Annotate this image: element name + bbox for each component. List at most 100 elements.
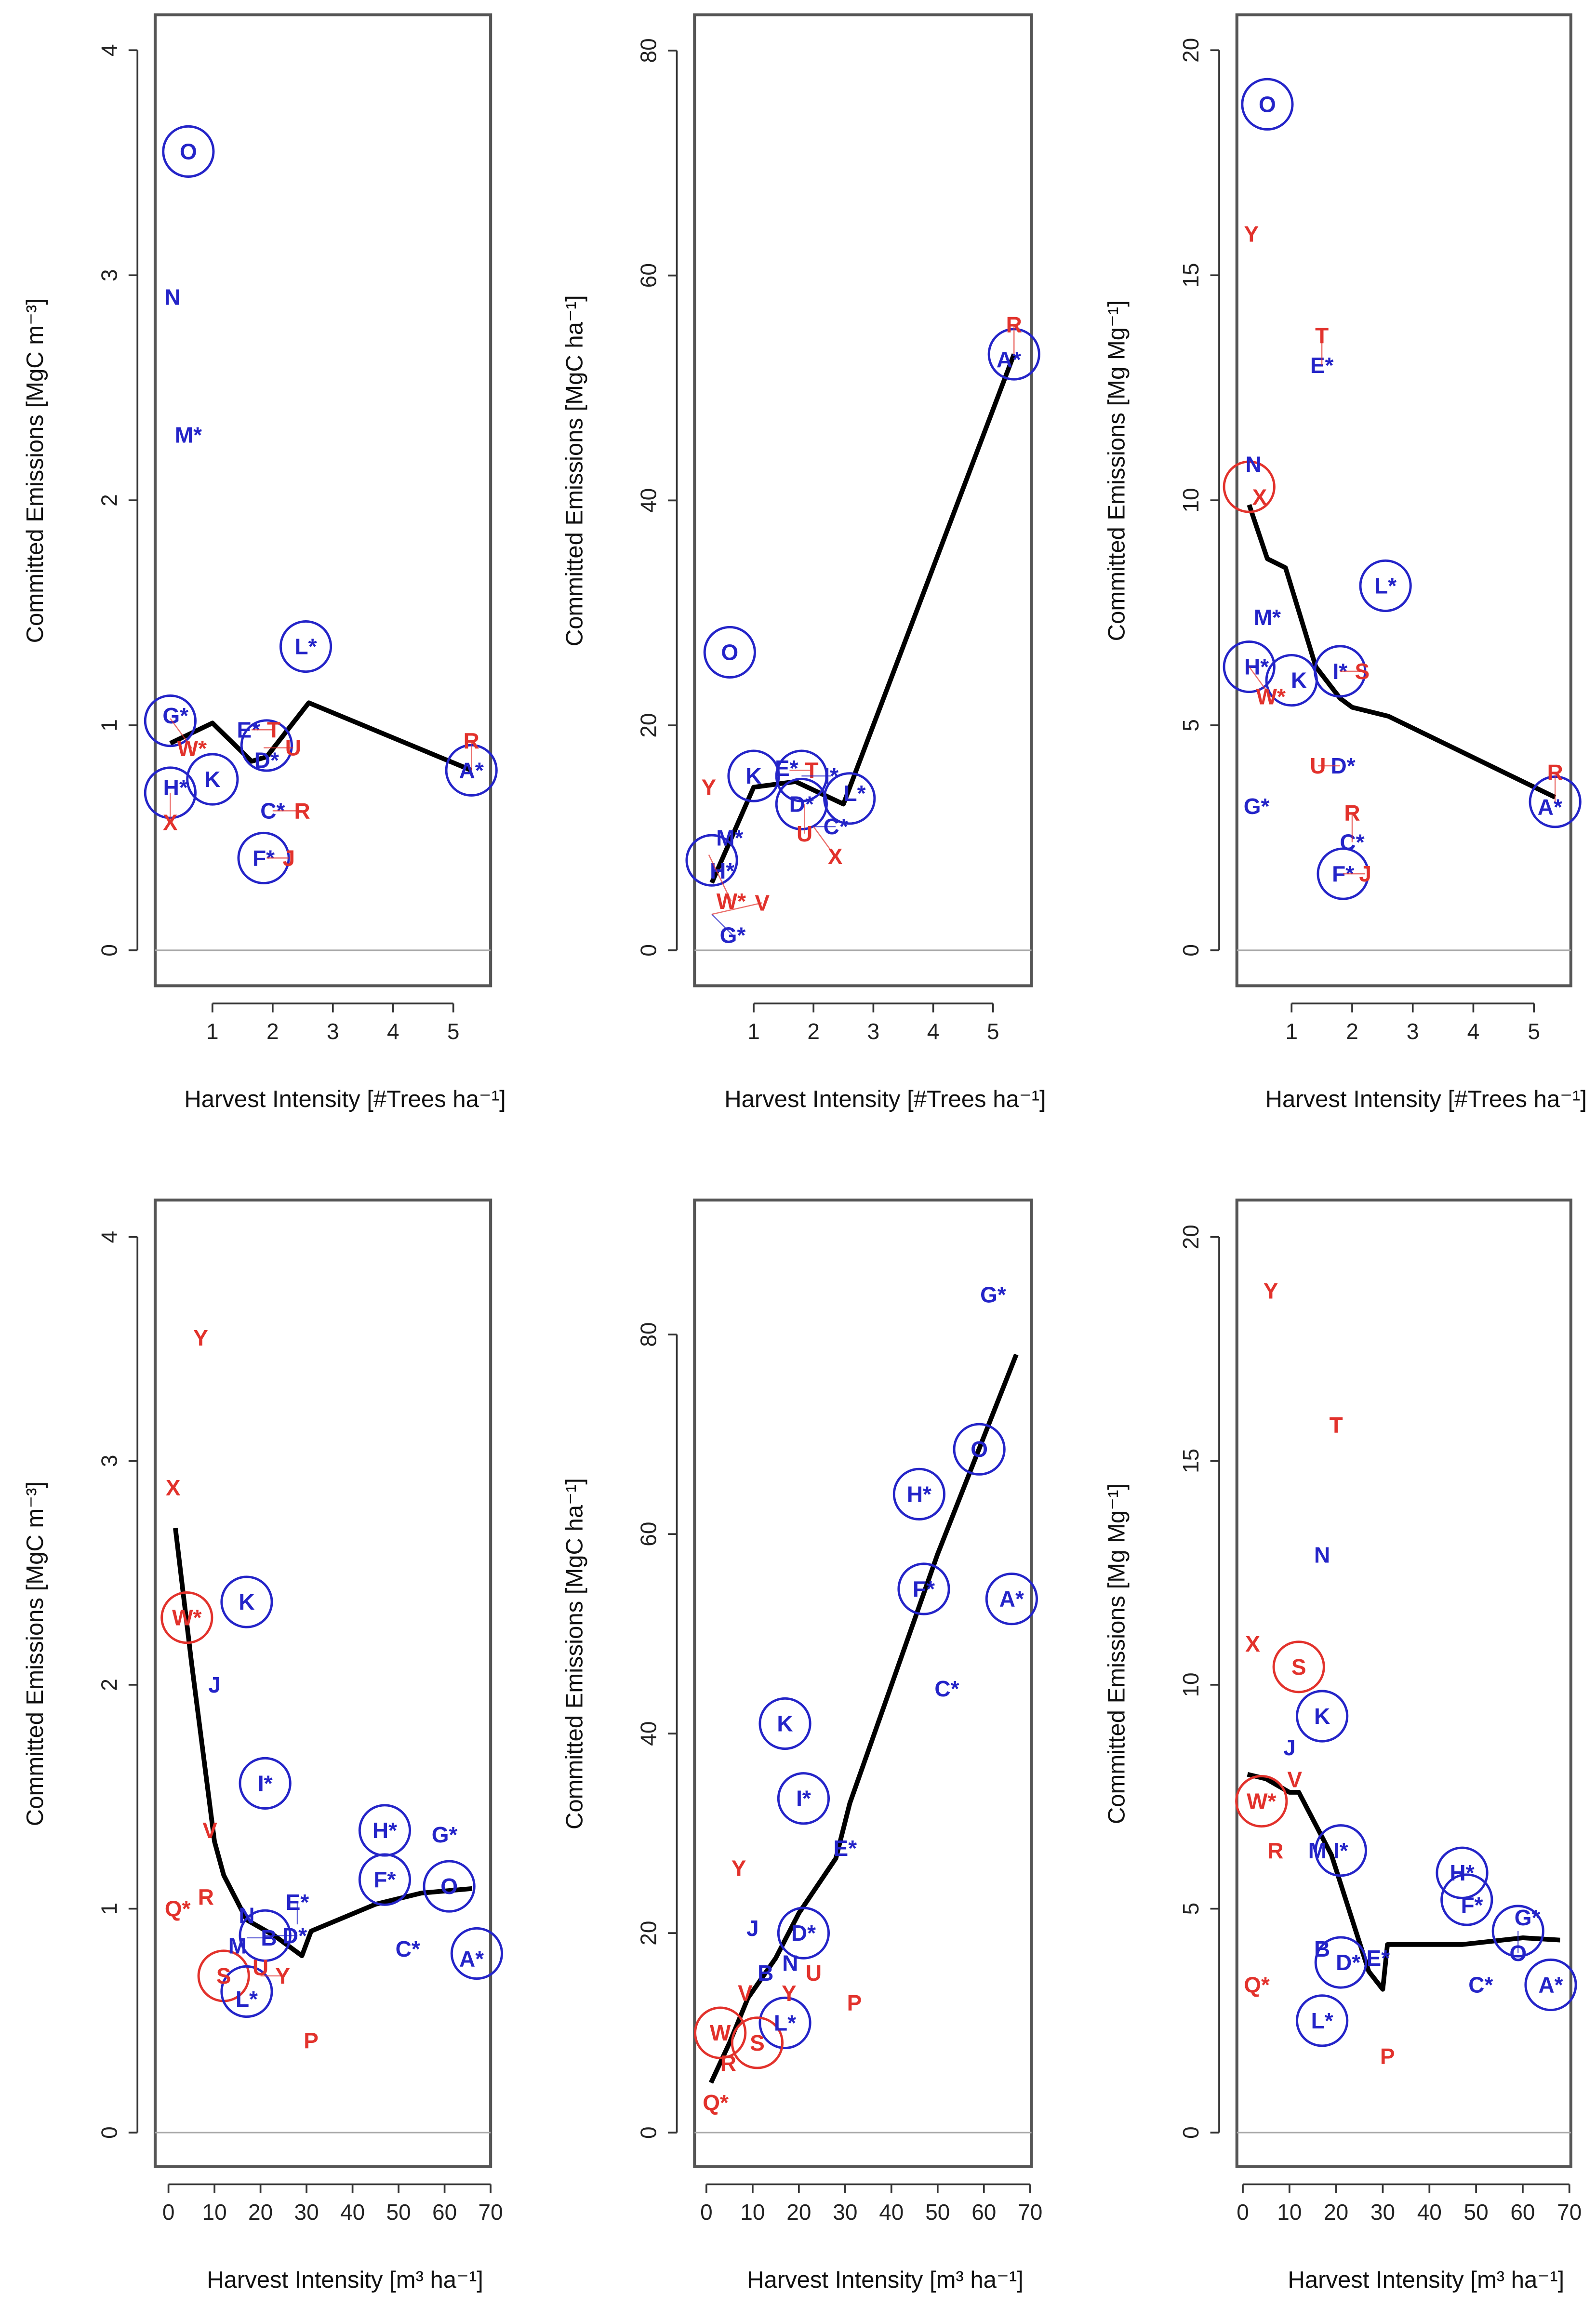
- y-tick-label: 4: [96, 1231, 121, 1243]
- data-point-label: A*: [997, 347, 1021, 372]
- point-circle-marker: [144, 694, 197, 747]
- x-tick-label: 30: [833, 2200, 857, 2225]
- data-point-label: P: [847, 1990, 862, 2015]
- x-tick-label: 20: [248, 2200, 273, 2225]
- point-circle-marker: [1491, 1905, 1544, 1958]
- data-point-label: D*: [254, 748, 279, 773]
- trend-line: [709, 353, 1016, 884]
- y-tick-label: 2: [96, 494, 121, 507]
- data-point-label: E*: [286, 1890, 309, 1915]
- data-point-label: Y: [1244, 222, 1259, 247]
- y-axis-label: Committed Emissions [MgC m⁻³]: [22, 298, 48, 643]
- data-point-label: C*: [396, 1936, 420, 1961]
- x-tick-label: 1: [747, 1019, 760, 1044]
- data-point-label: J: [208, 1672, 221, 1697]
- label-leader-line: [711, 902, 762, 915]
- y-tick-label: 1: [96, 1903, 121, 1915]
- data-point-label: F*: [373, 1867, 396, 1892]
- point-circle-marker: [1314, 1824, 1367, 1877]
- x-tick-label: 4: [927, 1019, 940, 1044]
- point-circle-marker: [731, 2016, 784, 2069]
- x-tick-label: 10: [740, 2200, 765, 2225]
- x-axis-label: Harvest Intensity [m³ ha⁻¹]: [207, 2267, 483, 2293]
- label-leader-line: [813, 826, 836, 857]
- point-circle-marker: [823, 772, 876, 825]
- data-point-label: M*: [1254, 605, 1281, 630]
- data-point-label: G*: [432, 1822, 458, 1847]
- data-point-label: R: [1267, 1838, 1283, 1863]
- y-tick-label: 60: [636, 263, 661, 288]
- point-circle-marker: [777, 1772, 830, 1825]
- data-point-label: L*: [844, 781, 866, 806]
- point-circle-marker: [1359, 559, 1412, 613]
- data-point-label: X: [163, 810, 178, 835]
- point-circle-marker: [727, 749, 780, 802]
- x-tick-label: 2: [266, 1019, 279, 1044]
- point-circle-marker: [220, 1965, 273, 2018]
- data-point-label: R: [294, 798, 310, 823]
- x-tick-label: 20: [786, 2200, 811, 2225]
- point-circle-marker: [1223, 460, 1276, 513]
- data-point-label: R: [198, 1884, 214, 1909]
- point-circle-marker: [777, 1907, 830, 1960]
- data-point-label: A*: [459, 1946, 484, 1971]
- data-point-label: O: [1509, 1941, 1527, 1966]
- point-circle-marker: [1440, 1873, 1493, 1926]
- data-point-label: O: [180, 139, 197, 164]
- data-point-label: G*: [980, 1282, 1006, 1307]
- data-point-label: L*: [1311, 2008, 1333, 2033]
- data-point-label: S: [750, 2030, 765, 2055]
- x-tick-label: 1: [206, 1019, 219, 1044]
- plot-frame: [153, 1199, 492, 2168]
- panel-2: 0 20 40 60 80 1 2 3 4 5 Harvest Intensity [#Trees …: [561, 13, 1046, 1112]
- x-tick-label: 40: [879, 2200, 904, 2225]
- point-circle-marker: [1241, 78, 1294, 131]
- data-point-label: C*: [934, 1676, 959, 1701]
- point-circle-marker: [1235, 1774, 1288, 1828]
- data-point-label: R: [720, 2051, 736, 2076]
- data-point-label: E*: [775, 756, 798, 781]
- y-tick-label: 20: [636, 713, 661, 738]
- point-circle-marker: [162, 125, 215, 178]
- data-point-label: O: [971, 1437, 988, 1462]
- trend-line: [173, 1528, 473, 1959]
- data-point-label: W*: [172, 1605, 201, 1630]
- plot-frame: [693, 13, 1033, 987]
- point-circle-marker: [897, 1562, 950, 1615]
- point-circle-marker: [775, 777, 828, 831]
- data-point-label: L*: [236, 1987, 258, 2012]
- point-circle-marker: [1223, 640, 1276, 693]
- data-point-label: Q*: [165, 1896, 191, 1921]
- data-point-label: U: [1310, 753, 1326, 778]
- panel-5: 0 20 40 60 80 0 10 20 30 40 50 60 70 Harvest Intensit…: [561, 1199, 1042, 2293]
- point-circle-marker: [450, 1927, 504, 1980]
- data-point-label: G*: [1515, 1905, 1541, 1930]
- y-tick-label: 80: [636, 1322, 661, 1347]
- point-circle-marker: [279, 620, 332, 673]
- panel-3: 0 5 10 15 20 1 2 3 4 5 Harvest Intensity [#Trees h…: [1104, 13, 1587, 1112]
- data-point-label: C*: [824, 814, 848, 839]
- data-point-label: B: [261, 1925, 277, 1950]
- x-axis-label: Harvest Intensity [#Trees ha⁻¹]: [184, 1086, 505, 1112]
- data-point-label: N: [164, 284, 180, 309]
- data-point-label: M: [228, 1934, 247, 1959]
- y-tick-label: 1: [96, 719, 121, 732]
- data-point-label: J: [283, 845, 295, 870]
- data-point-label: T: [1330, 1413, 1343, 1438]
- data-point-label: T: [805, 758, 818, 783]
- point-circle-marker: [1296, 1690, 1349, 1743]
- data-point-label: L*: [295, 634, 317, 659]
- point-circle-marker: [358, 1853, 412, 1906]
- data-point-label: Y: [732, 1856, 746, 1881]
- point-circle-marker: [239, 1757, 292, 1810]
- data-point-label: W: [710, 2020, 731, 2045]
- data-point-label: U: [285, 735, 301, 760]
- data-point-label: J: [746, 1916, 759, 1941]
- point-circle-marker: [1296, 1994, 1349, 2047]
- x-tick-label: 5: [987, 1019, 999, 1044]
- data-point-label: D*: [791, 1920, 816, 1946]
- x-tick-label: 70: [1018, 2200, 1042, 2225]
- y-axis-label: Committed Emissions [MgC m⁻³]: [22, 1481, 48, 1826]
- data-point-label: X: [1252, 485, 1267, 510]
